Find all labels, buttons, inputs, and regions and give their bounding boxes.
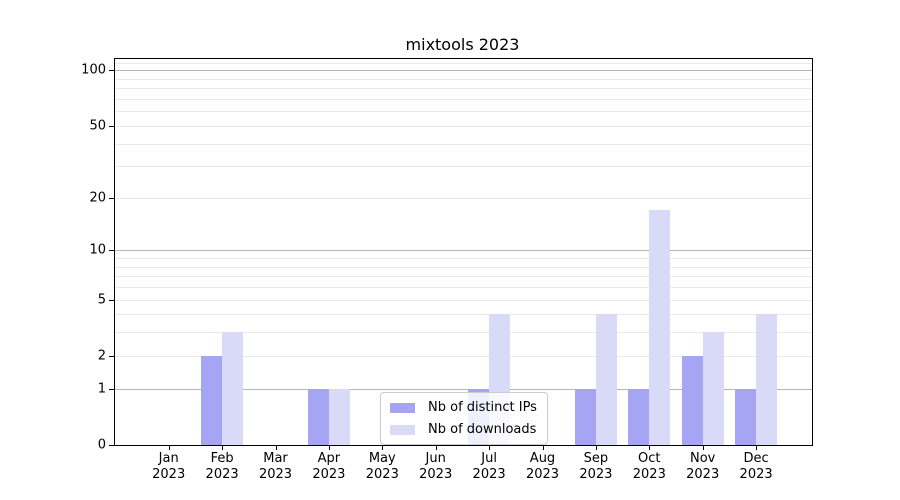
y-tick-label-10: 10	[89, 242, 106, 258]
x-tick-label-jan: Jan 2023	[152, 451, 186, 482]
legend-label-distinct-ips: Nb of distinct IPs	[428, 400, 537, 415]
legend-label-downloads: Nb of downloads	[428, 422, 537, 437]
plot-area: Nb of distinct IPs Nb of downloads Jan 20…	[81, 58, 813, 482]
y-gridline-major-10	[115, 250, 812, 252]
y-gridline-minor-8	[115, 266, 812, 268]
x-tick-mark-sep	[595, 445, 597, 450]
x-tick-mark-oct	[649, 445, 651, 450]
x-tick-mark-mar	[275, 445, 277, 450]
x-tick-mark-feb	[222, 445, 224, 450]
y-gridline-major-100	[115, 70, 812, 72]
x-tick-label-may: May 2023	[365, 451, 399, 482]
y-tick-mark-5	[109, 299, 114, 301]
bar-downloads-sep	[595, 314, 617, 445]
y-gridline-minor-90	[115, 78, 812, 80]
bar-downloads-nov	[702, 332, 724, 445]
bar-distinct-ips-oct	[628, 388, 650, 445]
x-tick-label-jul: Jul 2023	[472, 451, 506, 482]
y-tick-label-2: 2	[97, 348, 106, 364]
x-tick-mark-jan	[168, 445, 170, 450]
bar-distinct-ips-nov	[681, 355, 703, 445]
y-tick-label-20: 20	[89, 190, 106, 206]
y-gridline-minor-80	[115, 88, 812, 90]
x-tick-mark-apr	[328, 445, 330, 450]
y-gridline-minor-110	[115, 62, 812, 64]
y-gridline-minor-50	[115, 125, 812, 127]
y-tick-mark-100	[109, 70, 114, 72]
x-tick-label-nov: Nov 2023	[686, 451, 720, 482]
y-gridline-minor-60	[115, 111, 812, 113]
y-tick-mark-0	[109, 445, 114, 446]
y-tick-label-5: 5	[97, 292, 106, 307]
y-tick-label-1: 1	[97, 381, 106, 397]
x-tick-label-apr: Apr 2023	[312, 451, 346, 482]
x-tick-mark-jul	[489, 445, 491, 450]
y-gridline-minor-6	[115, 287, 812, 288]
y-gridline-minor-40	[115, 143, 812, 145]
bar-distinct-ips-sep	[574, 388, 596, 445]
bar-downloads-feb	[222, 332, 244, 445]
y-tick-mark-20	[109, 197, 114, 199]
y-tick-label-0: 0	[97, 437, 106, 453]
x-tick-label-sep: Sep 2023	[579, 451, 613, 482]
y-gridline-minor-30	[115, 166, 812, 168]
chart-title: mixtools 2023	[405, 35, 520, 54]
x-tick-label-mar: Mar 2023	[258, 451, 293, 482]
x-tick-label-feb: Feb 2023	[205, 451, 239, 482]
y-gridline-major-1	[115, 388, 812, 390]
x-tick-mark-nov	[702, 445, 704, 450]
x-tick-mark-aug	[542, 445, 544, 450]
x-tick-label-aug: Aug 2023	[525, 451, 560, 482]
legend: Nb of distinct IPs Nb of downloads	[380, 392, 548, 445]
legend-item-distinct-ips: Nb of distinct IPs	[390, 400, 537, 415]
y-gridline-minor-4	[115, 314, 812, 316]
y-tick-mark-1	[109, 388, 114, 390]
y-tick-label-50: 50	[89, 118, 106, 134]
legend-item-downloads: Nb of downloads	[390, 422, 537, 437]
y-gridline-minor-20	[115, 197, 812, 199]
x-tick-label-jun: Jun 2023	[419, 451, 453, 482]
bar-distinct-ips-dec	[735, 388, 757, 445]
y-tick-mark-2	[109, 355, 114, 357]
y-tick-mark-50	[109, 125, 114, 127]
y-tick-mark-10	[109, 250, 114, 252]
x-tick-label-oct: Oct 2023	[632, 451, 666, 482]
y-gridline-minor-3	[115, 332, 812, 334]
bar-downloads-dec	[756, 314, 778, 445]
x-tick-mark-may	[382, 445, 384, 450]
bar-downloads-apr	[328, 388, 350, 445]
y-gridline-minor-5	[115, 299, 812, 301]
y-gridline-minor-2	[115, 355, 812, 357]
bar-distinct-ips-apr	[307, 388, 329, 445]
bar-downloads-oct	[649, 210, 671, 445]
bar-distinct-ips-feb	[201, 355, 223, 445]
x-tick-label-dec: Dec 2023	[739, 451, 773, 482]
legend-swatch-distinct-ips	[390, 402, 415, 413]
y-tick-label-100: 100	[81, 62, 106, 78]
y-gridline-minor-9	[115, 258, 812, 259]
y-gridline-minor-70	[115, 98, 812, 100]
x-tick-mark-jun	[435, 445, 437, 450]
x-tick-mark-dec	[756, 445, 758, 450]
legend-swatch-downloads	[390, 424, 415, 435]
y-gridline-minor-7	[115, 276, 812, 278]
